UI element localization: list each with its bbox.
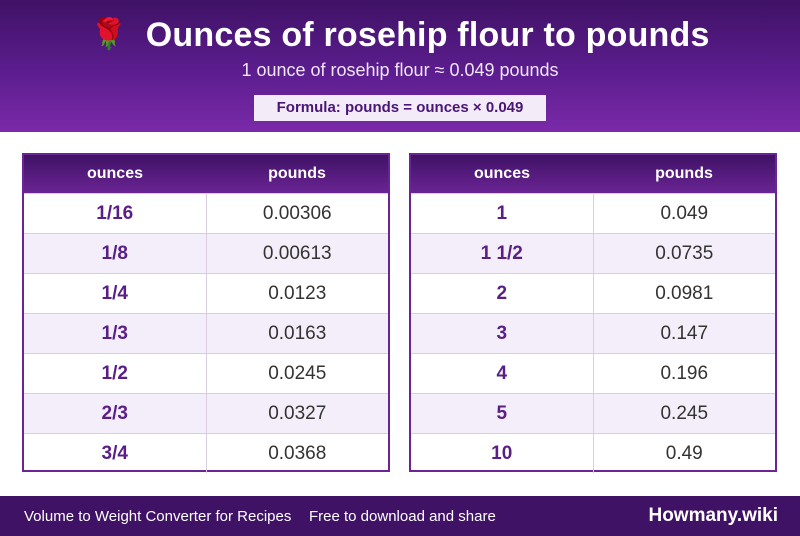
table-row: 3 0.147 [411,313,775,353]
table-row: 1/2 0.0245 [24,353,388,393]
footer-share-text: Free to download and share [309,508,496,525]
table-row: 1/4 0.0123 [24,273,388,313]
column-header-ounces: ounces [473,165,530,182]
table-row: 1/8 0.00613 [24,233,388,273]
table-row: 1/3 0.0163 [24,313,388,353]
pounds-cell: 0.49 [665,443,703,464]
table-row: 2 0.0981 [411,273,775,313]
pounds-cell: 0.0245 [268,363,327,384]
pounds-cell: 0.0123 [268,283,327,304]
ounces-cell: 1/2 [24,354,207,393]
pounds-cell: 0.0163 [268,323,327,344]
ounces-cell: 1/8 [24,234,207,273]
table-header: ounces pounds [411,155,775,193]
pounds-cell: 0.0735 [655,243,714,264]
table-row: 1/16 0.00306 [24,193,388,233]
pounds-cell: 0.0981 [655,283,714,304]
ounces-cell: 2 [411,274,594,313]
pounds-cell: 0.0368 [268,443,327,464]
conversion-table-right: ounces pounds 1 0.049 1 1/2 0.0735 2 0.0981… [409,153,777,473]
column-header-ounces: ounces [86,165,143,182]
ounces-cell: 5 [411,394,594,433]
table-row: 1 1/2 0.0735 [411,233,775,273]
brand-logo[interactable]: Howmany.wiki [648,505,778,526]
pounds-cell: 0.00613 [262,243,332,264]
ounces-cell: 3/4 [24,434,207,473]
formula-badge: Formula: pounds = ounces × 0.049 [254,95,546,121]
column-header-pounds: pounds [268,165,326,182]
rose-icon: 🌹 [90,18,128,51]
table-row: 10 0.49 [411,433,775,473]
table-row: 4 0.196 [411,353,775,393]
pounds-cell: 0.147 [660,323,709,344]
table-row: 3/4 0.0368 [24,433,388,473]
ounces-cell: 1/4 [24,274,207,313]
ounces-cell: 1/3 [24,314,207,353]
ounces-cell: 1 1/2 [411,234,594,273]
ounces-cell: 3 [411,314,594,353]
footer-bar: Volume to Weight Converter for Recipes F… [0,496,800,536]
ounces-cell: 2/3 [24,394,207,433]
table-header: ounces pounds [24,155,388,193]
table-row: 1 0.049 [411,193,775,233]
column-header-pounds: pounds [655,165,713,182]
pounds-cell: 0.196 [660,363,709,384]
pounds-cell: 0.00306 [262,203,332,224]
table-row: 5 0.245 [411,393,775,433]
ounces-cell: 1 [411,194,594,233]
ounces-cell: 4 [411,354,594,393]
ounces-cell: 10 [411,434,594,473]
conversion-table-left: ounces pounds 1/16 0.00306 1/8 0.00613 1/4… [22,153,390,473]
page-subtitle: 1 ounce of rosehip flour ≈ 0.049 pounds [241,60,559,80]
table-row: 2/3 0.0327 [24,393,388,433]
pounds-cell: 0.0327 [268,403,327,424]
page-title: Ounces of rosehip flour to pounds [145,15,710,54]
title-row: 🌹 Ounces of rosehip flour to pounds [0,14,800,56]
pounds-cell: 0.245 [660,403,709,424]
pounds-cell: 0.049 [660,203,709,224]
ounces-cell: 1/16 [24,194,207,233]
footer-converter-link[interactable]: Volume to Weight Converter for Recipes [24,508,292,525]
header-banner: 🌹 Ounces of rosehip flour to pounds 1 ou… [0,0,800,132]
